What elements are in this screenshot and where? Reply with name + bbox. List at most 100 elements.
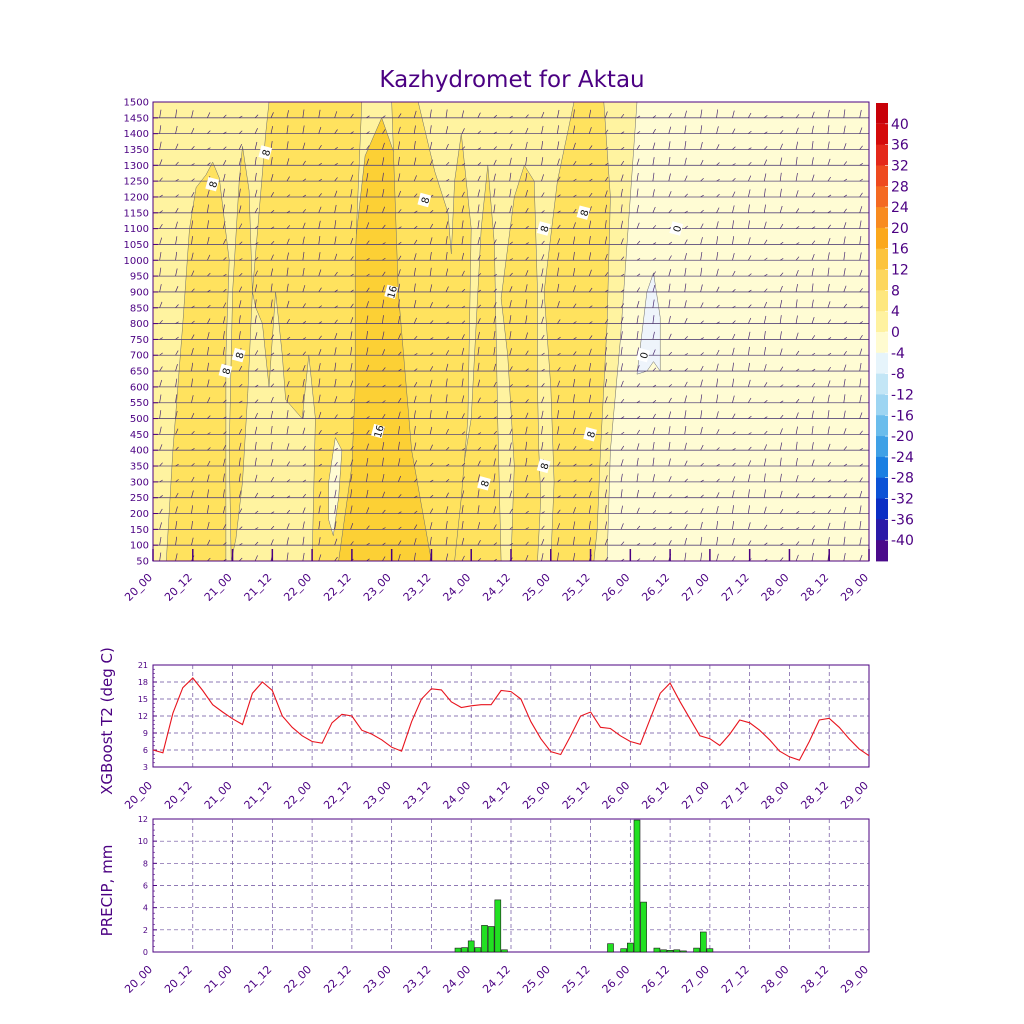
wind-barb: [254, 541, 259, 546]
wind-barb: [684, 157, 687, 166]
wind-barb: [620, 316, 624, 324]
wind-barb: [604, 204, 607, 213]
precip-y-axis-label: PRECIP, mm: [98, 845, 116, 937]
wind-barb: [493, 431, 497, 435]
wind-barb: [397, 540, 402, 546]
wind-barb: [843, 351, 847, 356]
wind-barb: [795, 493, 800, 498]
wind-barb: [795, 426, 798, 435]
wind-barb: [175, 178, 179, 182]
cross-section-y-tick-label: 800: [130, 319, 149, 330]
wind-barb: [588, 520, 591, 530]
wind-barb: [334, 236, 337, 245]
colorbar-segment: [876, 269, 888, 291]
wind-barb: [779, 205, 783, 213]
wind-barb: [493, 114, 498, 119]
wind-barb: [175, 268, 178, 277]
wind-barb: [795, 114, 800, 119]
wind-barb: [493, 524, 497, 530]
wind-barb: [668, 476, 672, 483]
wind-barb: [175, 161, 179, 166]
wind-barb: [827, 509, 831, 514]
wind-barb: [589, 305, 593, 309]
wind-barb: [859, 206, 863, 213]
wind-barb: [843, 479, 848, 483]
wind-barb: [429, 337, 434, 340]
wind-barb: [159, 284, 162, 293]
wind-barb: [684, 426, 687, 435]
contour-label-text: 8: [579, 209, 591, 218]
wind-barb: [461, 431, 466, 435]
wind-barb: [811, 283, 814, 292]
wind-barb: [652, 527, 657, 530]
wind-barb: [270, 539, 274, 546]
colorbar-segment: [876, 103, 888, 124]
wind-barb: [668, 511, 673, 514]
wind-barb: [366, 416, 370, 419]
wind-barb: [604, 289, 609, 293]
wind-barb: [668, 173, 671, 182]
wind-barb: [859, 554, 863, 561]
wind-barb: [429, 462, 434, 467]
wind-barb: [700, 379, 703, 387]
contour-label: 8: [258, 145, 273, 160]
wind-barb: [238, 457, 241, 467]
wind-barb: [636, 131, 641, 134]
wind-barb: [509, 115, 513, 119]
wind-barb: [684, 552, 687, 561]
wind-barb: [238, 331, 241, 340]
wind-barb: [732, 163, 736, 166]
wind-barb: [445, 553, 449, 561]
wind-barb: [620, 380, 624, 388]
wind-barb: [493, 458, 496, 467]
wind-barb: [191, 146, 195, 150]
wind-barb: [700, 223, 704, 229]
wind-barb: [382, 206, 386, 213]
wind-barb: [286, 461, 290, 467]
wind-barb: [222, 173, 226, 182]
contour-label-text: 8: [586, 430, 598, 439]
wind-barb: [350, 273, 354, 277]
wind-barb: [366, 330, 368, 340]
wind-barb: [175, 304, 179, 308]
wind-barb: [207, 460, 211, 467]
wind-barb: [764, 542, 768, 546]
wind-barb: [366, 131, 370, 134]
wind-barb: [334, 447, 338, 451]
wind-barb: [302, 493, 306, 498]
wind-barb: [716, 162, 720, 166]
wind-barb: [413, 225, 418, 229]
wind-barb: [445, 304, 450, 309]
wind-barb: [207, 362, 209, 372]
wind-barb: [827, 252, 830, 261]
wind-barb: [461, 448, 466, 451]
wind-barb: [779, 414, 784, 419]
wind-barb: [382, 189, 385, 198]
wind-barb: [620, 459, 624, 467]
wind-barb: [366, 115, 370, 119]
wind-barb: [525, 350, 529, 356]
wind-barb: [652, 413, 656, 419]
wind-barb: [191, 288, 195, 293]
wind-barb: [573, 337, 577, 340]
wind-barb: [779, 543, 784, 546]
wind-barb: [811, 210, 816, 214]
wind-barb: [159, 141, 162, 150]
wind-barb: [747, 346, 750, 356]
wind-barb: [588, 378, 591, 387]
wind-barb: [413, 410, 416, 419]
wind-barb: [254, 256, 259, 261]
wind-barb: [238, 526, 243, 530]
wind-barb: [748, 304, 752, 308]
wind-barb: [700, 109, 703, 118]
wind-barb: [254, 368, 259, 372]
wind-barb: [541, 174, 544, 182]
cross-section-y-tick-label: 100: [130, 541, 149, 552]
wind-barb: [859, 430, 863, 435]
wind-barb: [493, 363, 497, 372]
wind-barb: [779, 172, 782, 182]
wind-barb: [413, 300, 417, 308]
wind-barb: [827, 394, 830, 403]
wind-barb: [620, 431, 625, 435]
wind-barb: [652, 427, 656, 435]
